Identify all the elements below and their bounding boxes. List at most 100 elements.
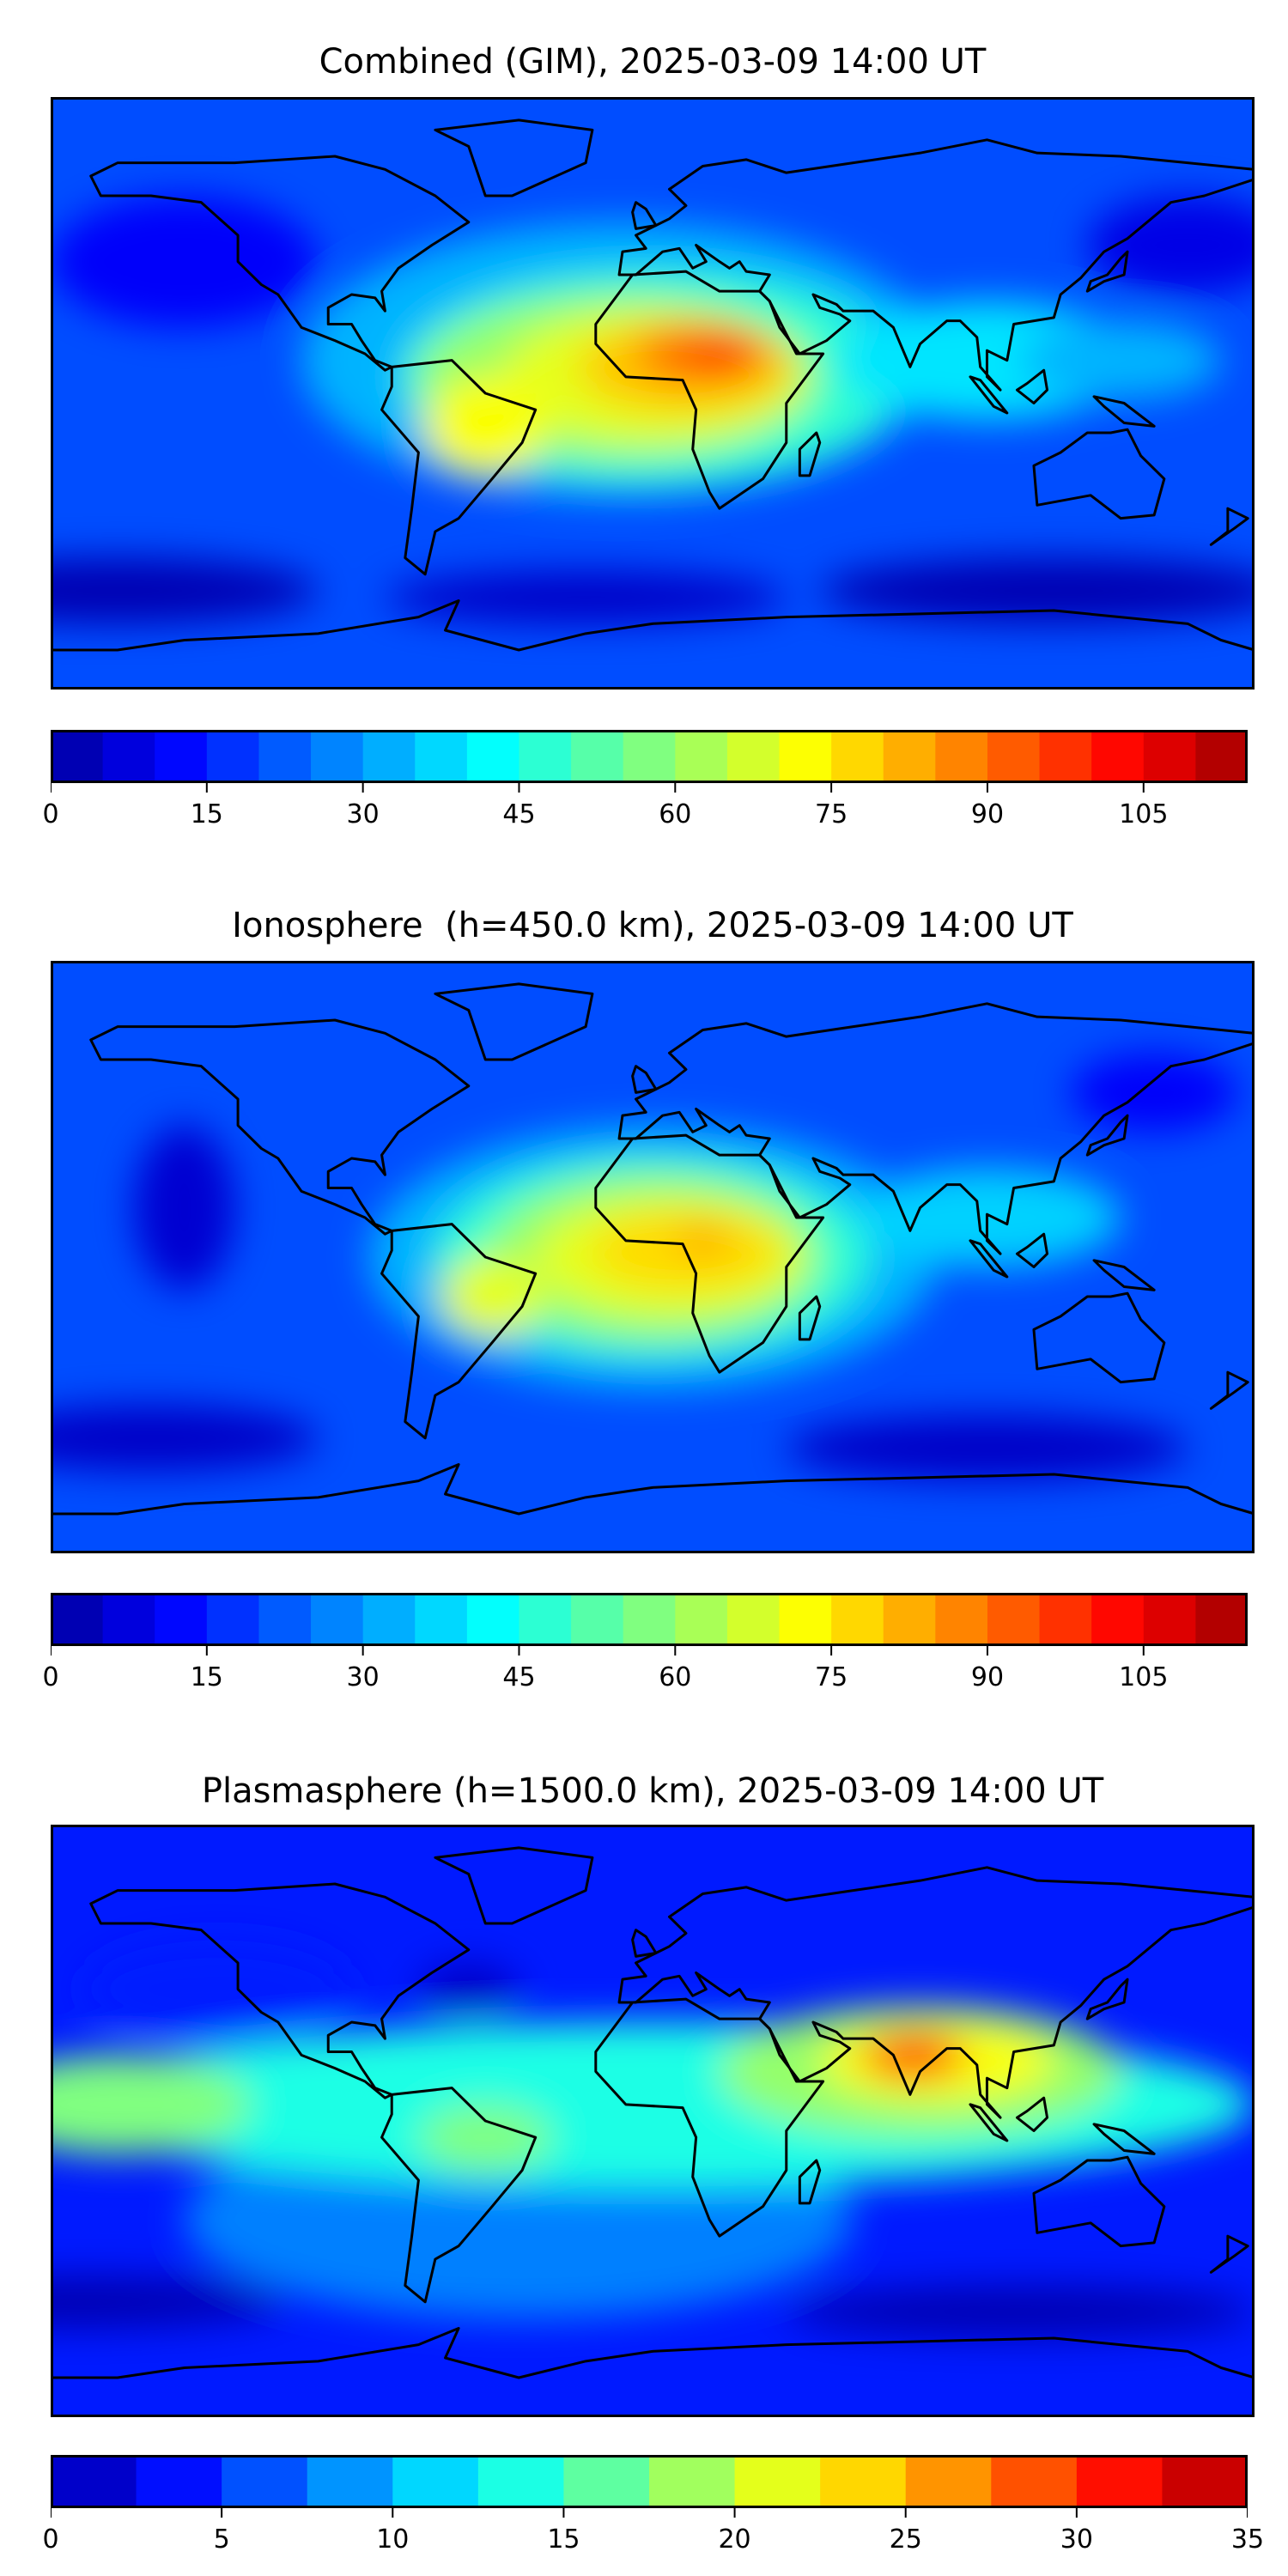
colorbar-bin [222, 2455, 308, 2508]
colorbar-bin [905, 2455, 992, 2508]
contour-region [441, 1257, 543, 1336]
colorbar-tick-label: 15 [190, 799, 223, 829]
coastline-australia [1032, 428, 1166, 520]
coastline-sumatra [969, 375, 1009, 415]
coastline-antarctica [51, 599, 1255, 652]
colorbar-bin [1162, 2455, 1248, 2508]
colorbar-bin [1195, 730, 1248, 783]
map-frame [51, 97, 1255, 690]
colorbar-tick-label: 0 [42, 799, 59, 829]
chart-title: Combined (GIM), 2025-03-09 14:00 UT [319, 42, 987, 82]
coastline-borneo [1015, 2096, 1049, 2132]
colorbar-tick-label: 30 [346, 799, 380, 829]
coastline-antarctica [51, 2327, 1255, 2379]
colorbar-bin [102, 730, 155, 783]
coastline-south-america [380, 359, 538, 576]
colorbar-tick-label: 75 [815, 1662, 848, 1692]
colorbar-bin [51, 730, 104, 783]
coastline-north-america [89, 1018, 471, 1236]
colorbar-plasmasphere [51, 2455, 1248, 2518]
contour-region [418, 1963, 519, 2016]
colorbar-bin [258, 1593, 312, 1646]
colorbar-bin [831, 1593, 884, 1646]
colorbar-bin [1143, 730, 1196, 783]
chart-title: Plasmasphere (h=1500.0 km), 2025-03-09 1… [201, 1771, 1104, 1811]
contour-region [51, 196, 319, 328]
colorbar-bin [935, 1593, 988, 1646]
colorbar-bin [415, 1593, 468, 1646]
colorbar-bin [136, 2455, 222, 2508]
colorbar-bin [466, 730, 520, 783]
colorbar-bin [477, 2455, 565, 2508]
contour-region [134, 1125, 235, 1291]
coastlines [51, 982, 1255, 1516]
coastline-north-america [89, 1882, 471, 2099]
colorbar-bin [623, 1593, 676, 1646]
contour-region [1020, 320, 1222, 400]
colorbar-tick-label: 10 [376, 2524, 410, 2555]
colorbar-bin [734, 2455, 821, 2508]
colorbar-bin [1039, 1593, 1092, 1646]
colorbar-bin [155, 1593, 208, 1646]
coastline-madagascar [798, 2159, 822, 2205]
coastline-great-britain [631, 1929, 658, 1958]
colorbar-tick-label: 105 [1119, 799, 1169, 829]
colorbar-bin [362, 1593, 416, 1646]
colorbar-bin [675, 1593, 728, 1646]
contour-region [418, 2104, 553, 2171]
contour-region [786, 2285, 1255, 2338]
coastline-greenland [434, 982, 594, 1061]
colorbar-bin [415, 730, 468, 783]
coastline-eurasia [617, 138, 1255, 392]
colorbar-tick-label: 0 [42, 1662, 59, 1692]
coastline-eurasia [617, 1002, 1255, 1255]
colorbar-tick-label: 35 [1230, 2524, 1265, 2555]
contour-region [890, 2042, 938, 2069]
coastline-new-guinea [1092, 395, 1156, 428]
colorbar-tick-label: 30 [346, 1662, 380, 1692]
colorbar-bin [571, 1593, 624, 1646]
colorbar-tick-label: 15 [547, 2524, 580, 2555]
colorbar-tick-label: 45 [502, 799, 536, 829]
coastline-africa [594, 270, 825, 510]
map-combined [51, 97, 1255, 690]
coastline-australia [1032, 1291, 1166, 1384]
colorbar-tick-label: 45 [502, 1662, 536, 1692]
colorbar-bin [102, 1593, 155, 1646]
coastline-sumatra [969, 1239, 1009, 1279]
colorbar-bin [563, 2455, 650, 2508]
colorbar-bin [206, 1593, 260, 1646]
contour-region [1087, 196, 1255, 295]
colorbar-bin [987, 730, 1041, 783]
coastline-great-britain [631, 201, 658, 230]
coastline-japan [1085, 1114, 1129, 1157]
field-contours [51, 1053, 1238, 1481]
colorbar-tick-label: 15 [190, 1662, 223, 1692]
colorbar-bin [623, 730, 676, 783]
colorbar-bin [571, 730, 624, 783]
colorbar-tick-label: 90 [970, 799, 1005, 829]
colorbar-bin [392, 2455, 479, 2508]
coastline-new-zealand [1209, 1370, 1249, 1410]
colorbar-bin [820, 2455, 907, 2508]
contour-region [51, 2055, 252, 2154]
coastline-madagascar [798, 1295, 822, 1341]
coastline-north-america [89, 155, 471, 372]
colorbar-frame [51, 2455, 1248, 2508]
contour-region [83, 1940, 352, 2039]
colorbar-bin [1195, 1593, 1248, 1646]
coastline-africa [594, 1997, 825, 2238]
coastline-south-america [380, 1223, 538, 1440]
colorbar-tick-label: 0 [42, 2524, 59, 2555]
colorbar-bin [519, 1593, 572, 1646]
coastline-japan [1085, 250, 1129, 293]
colorbar-bin [779, 1593, 832, 1646]
coastline-australia [1032, 2155, 1166, 2248]
colorbar-tick-label: 25 [889, 2524, 922, 2555]
colorbar-tick-label: 105 [1119, 1662, 1169, 1692]
colorbar-bin [311, 1593, 364, 1646]
colorbar-bin [1143, 1593, 1196, 1646]
coastline-new-guinea [1092, 2123, 1156, 2155]
colorbar-bin [51, 1593, 104, 1646]
contour-region [685, 337, 753, 371]
